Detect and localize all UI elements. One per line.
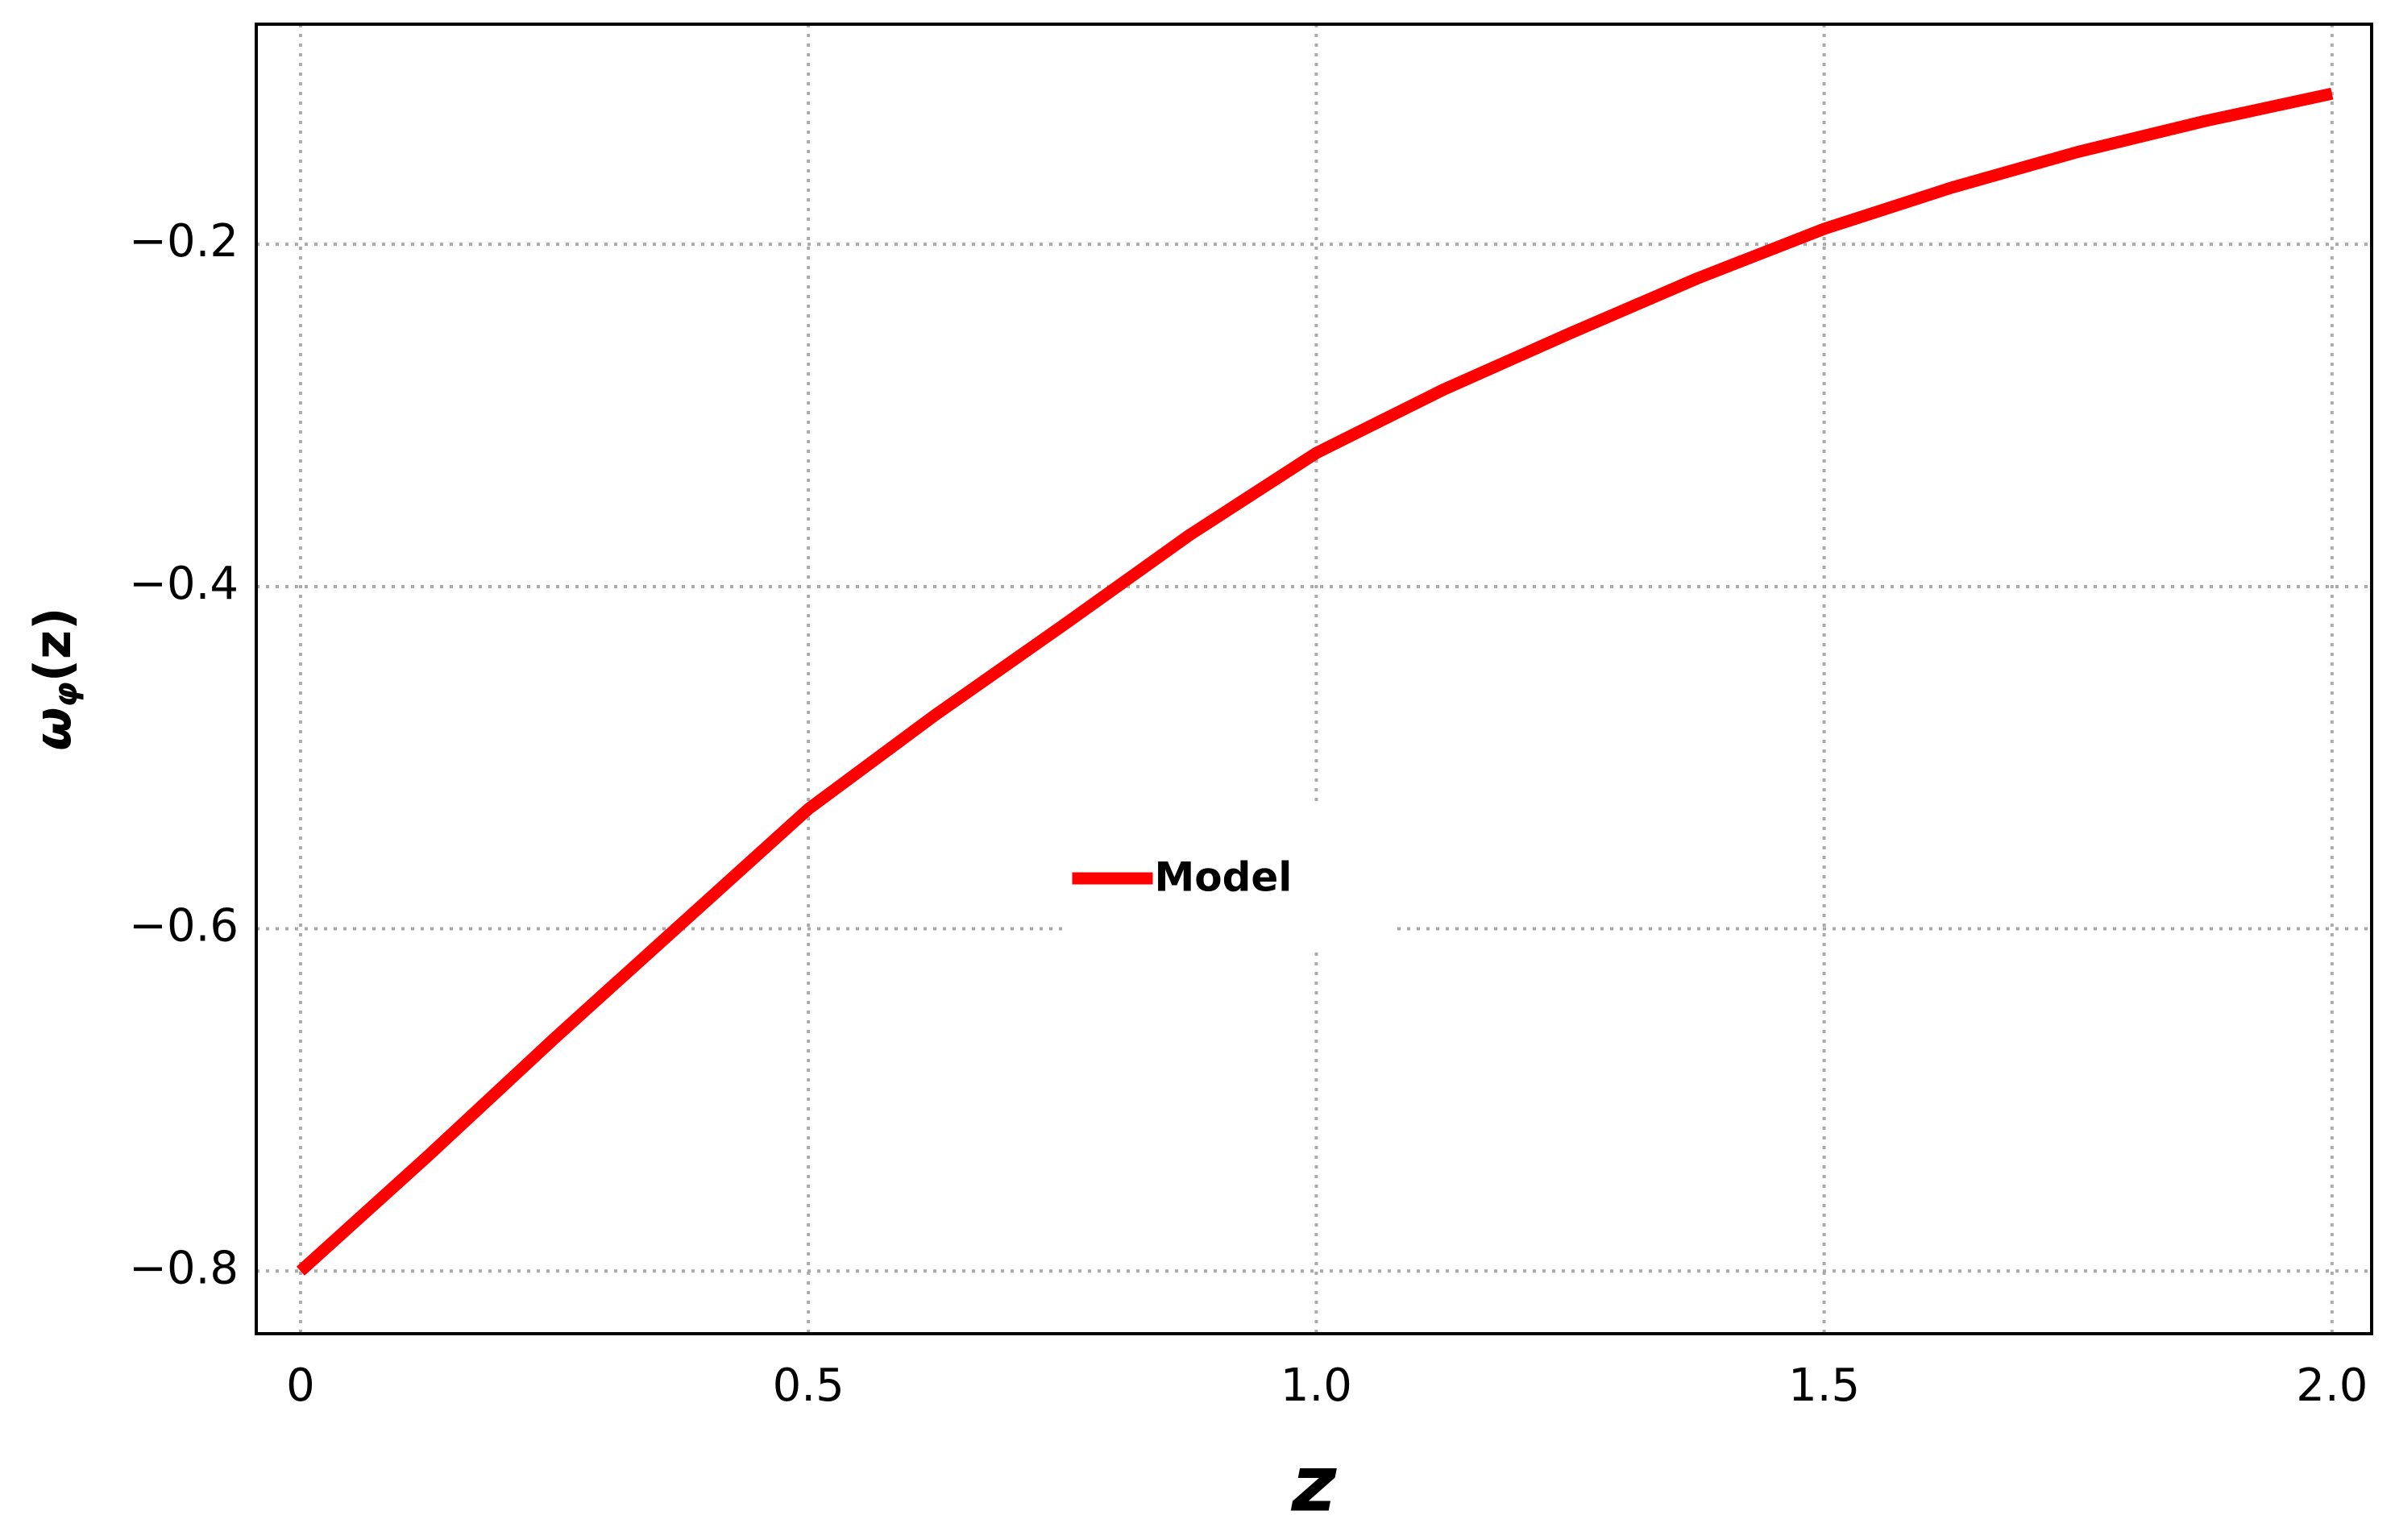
x-tick-label: 2.0	[2296, 1359, 2368, 1412]
x-tick-label: 0.5	[773, 1359, 845, 1412]
y-tick-label: −0.4	[129, 558, 239, 610]
y-tick-label: −0.2	[129, 215, 239, 268]
marks	[296, 87, 2334, 1276]
plot-frame	[255, 23, 2373, 1335]
y-label-subscript: φ	[48, 682, 85, 707]
data-line	[296, 87, 2334, 1276]
x-tick-label: 0	[286, 1359, 315, 1412]
y-tick-label: −0.8	[129, 1242, 239, 1294]
x-tick-label: 1.5	[1788, 1359, 1860, 1412]
y-label-argument: (z)	[23, 608, 82, 683]
x-axis-label: z	[1291, 1438, 1338, 1529]
grid	[256, 24, 2372, 1334]
y-tick-label: −0.6	[129, 900, 239, 953]
x-tick-label: 1.0	[1281, 1359, 1352, 1412]
y-label-symbol: ω	[23, 708, 82, 751]
legend-label: Model	[1155, 854, 1293, 901]
y-axis-label: ωφ(z)	[23, 608, 85, 751]
